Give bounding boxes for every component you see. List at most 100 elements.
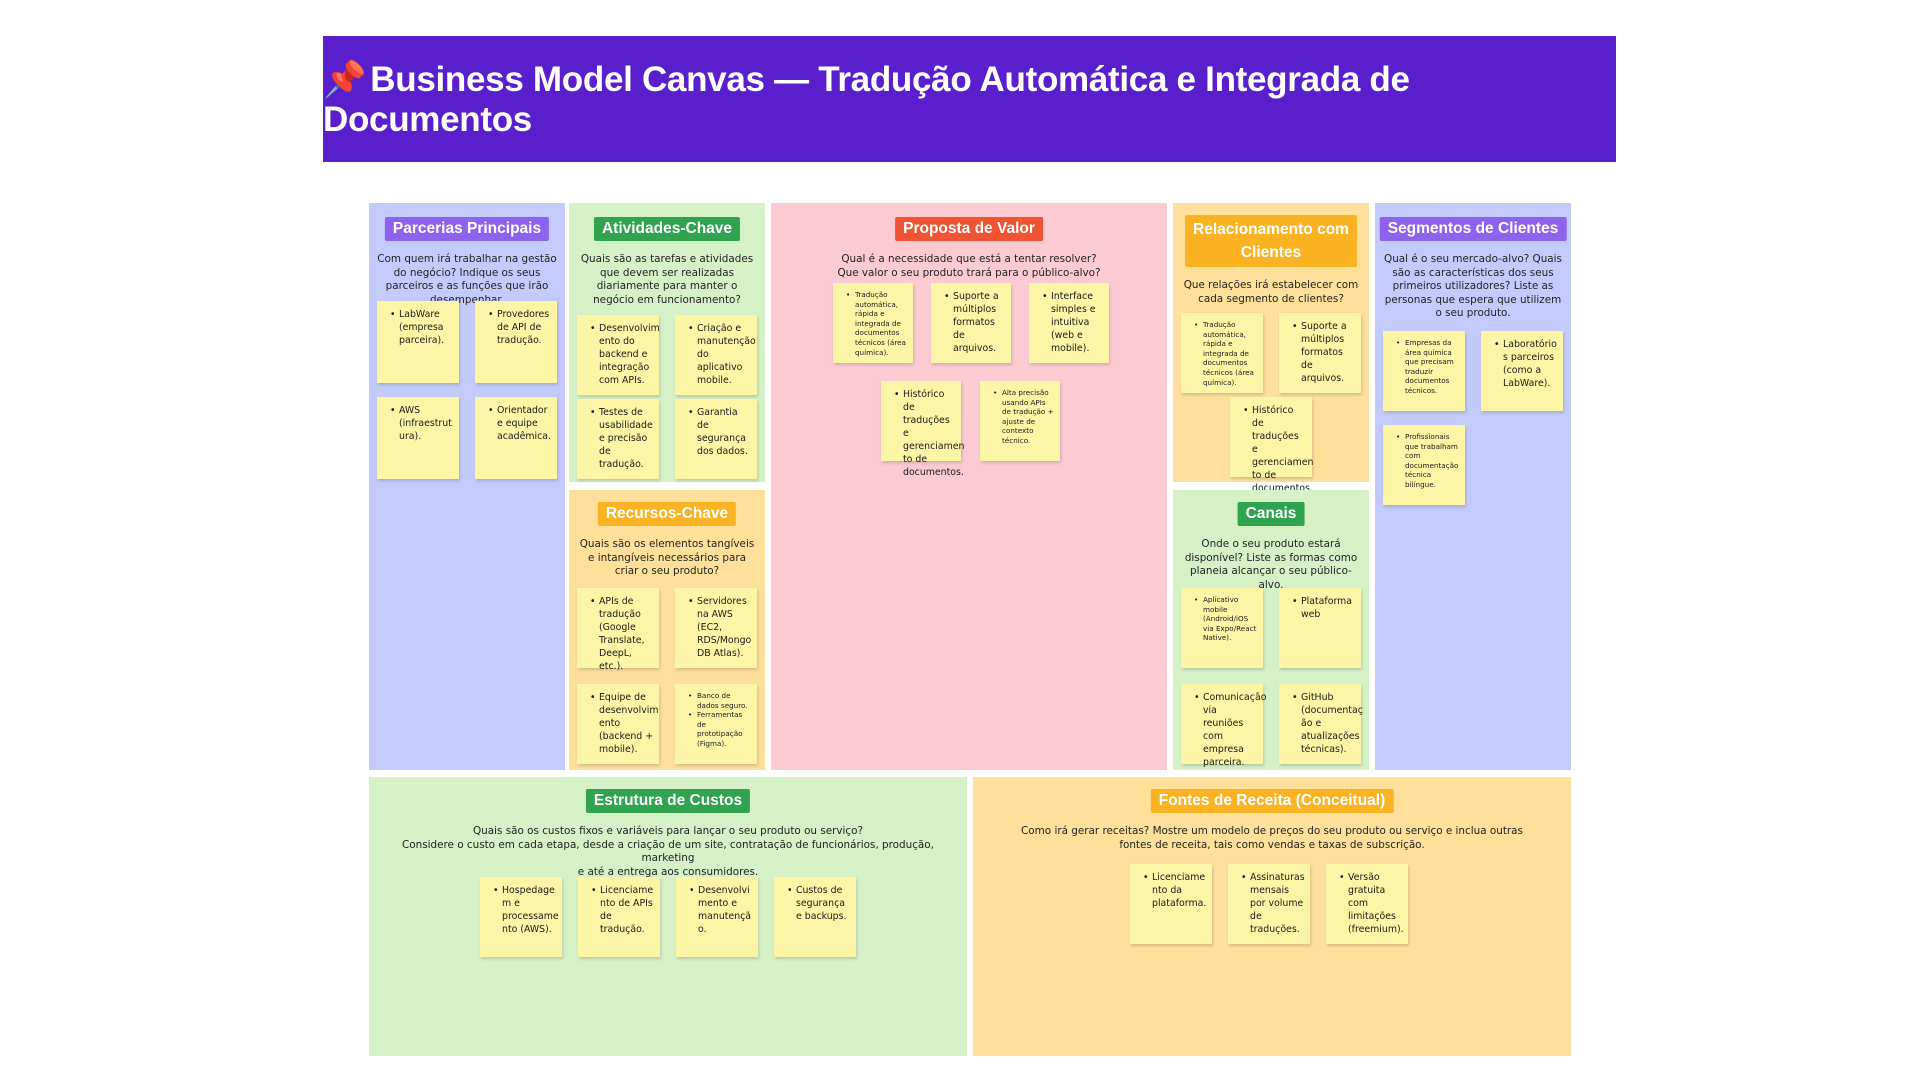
section-question: Qual é o seu mercado-alvo? Quais são as …: [1384, 253, 1562, 320]
note-text: Histórico de traduções e gerenciamen to …: [1243, 404, 1313, 495]
section-relacionamento-com-clientes: Relacionamento com Clientes Que relações…: [1173, 203, 1369, 494]
note-text: Testes de usabilidade e precisão de trad…: [590, 406, 654, 471]
question-line: e até a entrega aos consumidores.: [577, 865, 759, 878]
sticky-note: AWS (infraestrut ura).: [377, 397, 459, 479]
sticky-note: Histórico de traduções e gerenciamen to …: [881, 381, 964, 478]
note-text: Licenciame nto da plataforma.: [1143, 871, 1207, 910]
note-text: AWS (infraestrut ura).: [390, 404, 454, 443]
sticky-note: Banco de dados seguro.Ferramentas de pro…: [675, 684, 757, 764]
note-text: Criação e manutenção do aplicativo mobil…: [688, 322, 756, 387]
section-proposta-de-valor: Proposta de Valor Qual é a necessidade q…: [771, 203, 1167, 770]
section-title: Parcerias Principais: [384, 217, 550, 241]
section-question: Com quem irá trabalhar na gestão do negó…: [377, 253, 557, 306]
page-title: 📌 Business Model Canvas — Tradução Automá…: [323, 59, 1616, 140]
note-text: Assinaturas mensais por volume de traduç…: [1241, 871, 1305, 936]
section-atividades-chave: Atividades-Chave Quais são as tarefas e …: [569, 203, 765, 482]
sticky-note: Desenvolvi mento e manutençã o.: [676, 877, 758, 957]
sticky-note: Assinaturas mensais por volume de traduç…: [1228, 864, 1310, 944]
section-title: Fontes de Receita (Conceitual): [1150, 789, 1394, 813]
sticky-note: Suporte a múltiplos formatos de arquivos…: [931, 283, 1011, 363]
note-text: APIs de tradução (Google Translate, Deep…: [590, 595, 654, 673]
question-line: Quais são os custos fixos e variáveis pa…: [472, 825, 864, 837]
pushpin-icon: 📌: [323, 59, 367, 99]
note-text: Versão gratuita com limitações (freemium…: [1339, 871, 1404, 936]
sticky-note: Custos de segurança e backups.: [774, 877, 856, 957]
section-question: Qual é a necessidade que está a tentar r…: [777, 253, 1161, 280]
question-line: Que valor o seu produto trará para o púb…: [837, 266, 1101, 279]
question-line: fontes de receita, tais como vendas e ta…: [1119, 838, 1425, 851]
sticky-note: Licenciame nto de APIs de tradução.: [578, 877, 660, 957]
section-canais: Canais Onde o seu produto estará disponí…: [1173, 490, 1369, 770]
sticky-note: GitHub (documentaç ão e atualizações téc…: [1279, 684, 1363, 764]
note-text: GitHub (documentaç ão e atualizações téc…: [1292, 691, 1363, 756]
section-segmentos-de-clientes: Segmentos de Clientes Qual é o seu merca…: [1375, 203, 1571, 770]
section-estrutura-de-custos: Estrutura de Custos Quais são os custos …: [369, 777, 967, 1056]
section-title: Segmentos de Clientes: [1379, 217, 1567, 241]
sticky-note: Interface simples e intuitiva (web e mob…: [1029, 283, 1109, 363]
sticky-note: Tradução automática, rápida e integrada …: [833, 283, 913, 363]
sticky-note: Aplicativo mobile (Android/iOS via Expo/…: [1181, 588, 1263, 668]
sticky-note: LabWare (empresa parceira).: [377, 301, 459, 383]
title-line: Clientes: [1240, 244, 1302, 261]
sticky-note: Empresas da área química que precisam tr…: [1383, 331, 1465, 411]
section-question: Quais são as tarefas e atividades que de…: [580, 253, 754, 306]
sticky-note: Equipe de desenvolvim ento (backend + mo…: [577, 684, 659, 764]
sticky-note: Testes de usabilidade e precisão de trad…: [577, 399, 659, 479]
note-text: Comunicação via reuniões com empresa par…: [1194, 691, 1266, 769]
section-title: Proposta de Valor: [895, 217, 1043, 241]
note-text: Aplicativo mobile (Android/iOS via Expo/…: [1194, 595, 1258, 643]
sticky-note: Suporte a múltiplos formatos de arquivos…: [1279, 313, 1361, 393]
section-title: Recursos-Chave: [597, 502, 737, 526]
title-line: Relacionamento com: [1193, 221, 1349, 238]
section-title: Atividades-Chave: [593, 217, 741, 241]
question-line: Considere o custo em cada etapa, desde a…: [402, 838, 934, 865]
note-text: Tradução automática, rápida e integrada …: [1194, 320, 1258, 387]
section-title: Canais: [1237, 502, 1305, 526]
note-text: Laboratório s parceiros (como a LabWare)…: [1494, 338, 1558, 390]
note-text: Licenciame nto de APIs de tradução.: [591, 884, 655, 936]
note-text: Ferramentas de prototipação (Figma).: [688, 710, 752, 748]
sticky-note: Alta precisão usando APIs de tradução + …: [980, 381, 1060, 461]
sticky-note: Tradução automática, rápida e integrada …: [1181, 313, 1263, 393]
title-banner: 📌 Business Model Canvas — Tradução Automá…: [323, 36, 1616, 162]
sticky-note: Servidores na AWS (EC2, RDS/Mongo DB Atl…: [675, 588, 757, 668]
section-title: Estrutura de Custos: [585, 789, 751, 813]
note-text: Interface simples e intuitiva (web e mob…: [1042, 290, 1104, 355]
note-text: Garantia de segurança dos dados.: [688, 406, 752, 458]
note-text: Desenvolvi mento e manutençã o.: [689, 884, 753, 936]
sticky-note: Desenvolvim ento do backend e integração…: [577, 315, 660, 395]
section-parcerias-principais: Parcerias Principais Com quem irá trabal…: [369, 203, 565, 770]
note-text: Suporte a múltiplos formatos de arquivos…: [1292, 320, 1356, 385]
note-text: Desenvolvim ento do backend e integração…: [590, 322, 660, 387]
note-text: Orientador e equipe acadêmica.: [488, 404, 552, 443]
sticky-note: Garantia de segurança dos dados.: [675, 399, 757, 479]
note-text: Provedores de API de tradução.: [488, 308, 552, 347]
sticky-note: APIs de tradução (Google Translate, Deep…: [577, 588, 659, 672]
page-title-text: Business Model Canvas — Tradução Automát…: [323, 59, 1410, 139]
question-line: Como irá gerar receitas? Mostre um model…: [1021, 825, 1523, 837]
section-question: Onde o seu produto estará disponível? Li…: [1184, 538, 1358, 591]
sticky-note: Criação e manutenção do aplicativo mobil…: [675, 315, 757, 395]
note-text: Servidores na AWS (EC2, RDS/Mongo DB Atl…: [688, 595, 752, 660]
sticky-note: Plataforma web: [1279, 588, 1361, 668]
note-text: Plataforma web: [1292, 595, 1356, 621]
sticky-note: Versão gratuita com limitações (freemium…: [1326, 864, 1408, 944]
section-fontes-de-receita: Fontes de Receita (Conceitual) Como irá …: [973, 777, 1571, 1056]
note-text: Alta precisão usando APIs de tradução + …: [993, 388, 1055, 446]
section-question: Como irá gerar receitas? Mostre um model…: [979, 825, 1565, 852]
note-text: Equipe de desenvolvim ento (backend + mo…: [590, 691, 659, 756]
note-text: Suporte a múltiplos formatos de arquivos…: [944, 290, 1006, 355]
section-question: Que relações irá estabelecer com cada se…: [1183, 279, 1359, 305]
sticky-note: Hospedage m e processame nto (AWS).: [480, 877, 562, 957]
sticky-note: Profissionais que trabalham com document…: [1383, 425, 1465, 505]
note-text: Tradução automática, rápida e integrada …: [846, 290, 908, 357]
note-text: LabWare (empresa parceira).: [390, 308, 454, 347]
sticky-note: Licenciame nto da plataforma.: [1130, 864, 1212, 944]
note-text: Profissionais que trabalham com document…: [1396, 432, 1460, 490]
sticky-note: Orientador e equipe acadêmica.: [475, 397, 557, 479]
section-title: Relacionamento com Clientes: [1185, 215, 1357, 267]
section-question: Quais são os custos fixos e variáveis pa…: [375, 825, 961, 879]
sticky-note: Provedores de API de tradução.: [475, 301, 557, 383]
note-text: Hospedage m e processame nto (AWS).: [493, 884, 559, 936]
note-text: Empresas da área química que precisam tr…: [1396, 338, 1460, 396]
